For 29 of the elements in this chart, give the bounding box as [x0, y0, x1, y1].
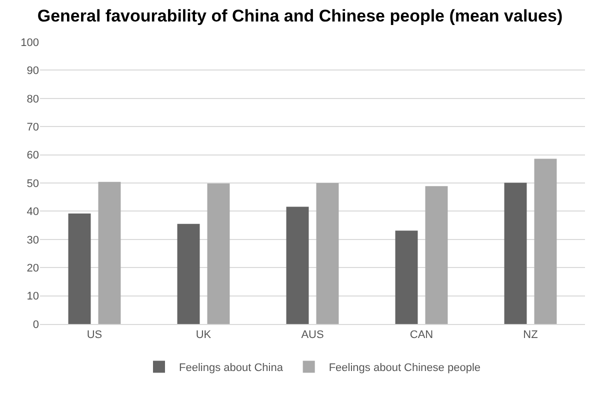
bar [425, 186, 448, 324]
y-tick-label: 50 [26, 178, 39, 190]
bar [286, 206, 309, 324]
y-tick-label: 70 [26, 121, 39, 134]
legend-label: Feelings about Chinese people [328, 362, 481, 374]
y-tick-label: 100 [20, 36, 39, 49]
bar [98, 182, 121, 324]
bar [207, 184, 230, 324]
bar [395, 230, 418, 324]
y-tick-label: 60 [26, 150, 39, 162]
x-tick-label: AUS [301, 329, 324, 342]
x-tick-label: US [86, 329, 102, 342]
chart-title: General favourability of China and Chinese people (mean values) [37, 6, 563, 26]
bar [504, 182, 527, 324]
bar [534, 158, 557, 324]
bar [68, 213, 91, 324]
y-tick-label: 20 [26, 262, 39, 274]
y-tick-label: 40 [26, 206, 39, 218]
y-tick-label: 0 [32, 318, 39, 331]
x-tick-label: UK [196, 329, 212, 342]
x-tick-label: CAN [410, 329, 434, 342]
x-tick-label: NZ [523, 329, 538, 342]
y-tick-label: 80 [26, 93, 39, 106]
legend-label: Feelings about China [179, 362, 284, 374]
bar [177, 224, 200, 324]
bar [316, 183, 339, 324]
y-tick-label: 90 [26, 65, 39, 78]
y-tick-label: 10 [26, 290, 39, 303]
y-tick-label: 30 [26, 234, 39, 246]
